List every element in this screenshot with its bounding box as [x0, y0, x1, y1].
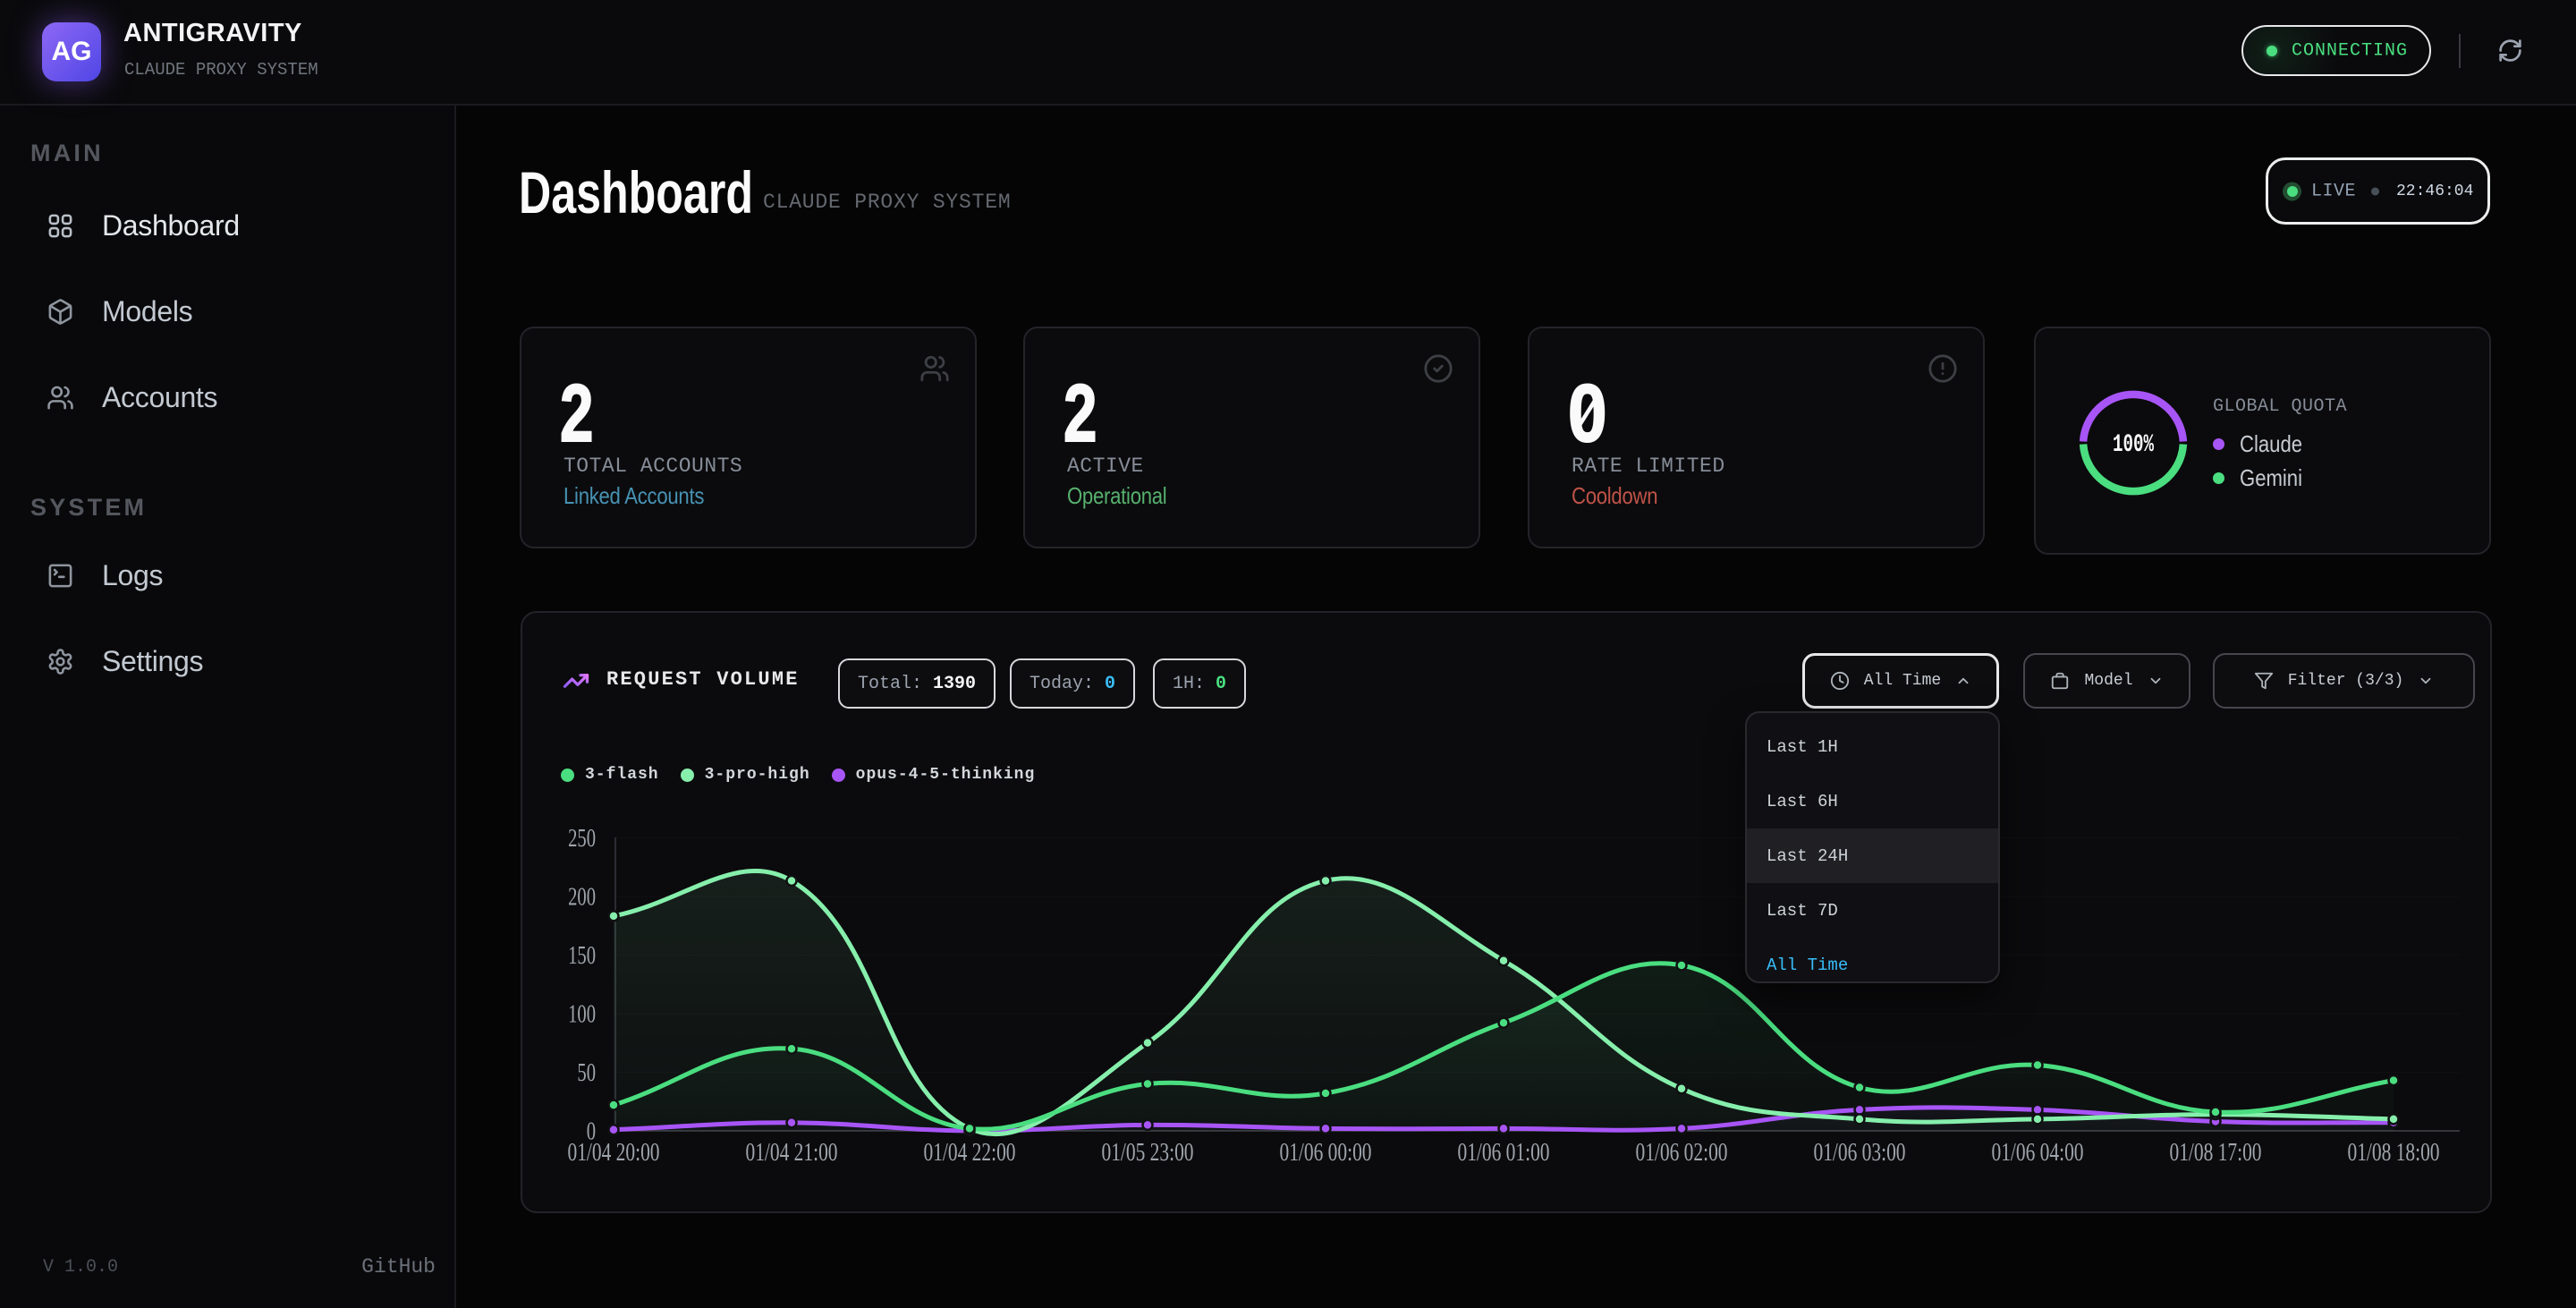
svg-text:01/06 01:00: 01/06 01:00: [1458, 1139, 1550, 1167]
svg-text:200: 200: [568, 884, 596, 912]
svg-text:01/06 02:00: 01/06 02:00: [1636, 1139, 1728, 1167]
svg-text:01/05 23:00: 01/05 23:00: [1102, 1139, 1194, 1167]
svg-text:01/08 17:00: 01/08 17:00: [2170, 1139, 2262, 1167]
svg-text:01/04 21:00: 01/04 21:00: [746, 1139, 838, 1167]
svg-text:01/08 18:00: 01/08 18:00: [2348, 1139, 2440, 1167]
svg-text:50: 50: [577, 1059, 596, 1087]
svg-text:250: 250: [568, 825, 596, 853]
svg-text:0: 0: [587, 1118, 596, 1146]
svg-text:01/04 20:00: 01/04 20:00: [568, 1139, 660, 1167]
svg-text:01/06 03:00: 01/06 03:00: [1814, 1139, 1906, 1167]
svg-text:100: 100: [568, 1001, 596, 1029]
svg-text:150: 150: [568, 942, 596, 970]
svg-text:01/06 04:00: 01/06 04:00: [1992, 1139, 2084, 1167]
svg-text:100%: 100%: [2113, 431, 2154, 459]
svg-text:01/06 00:00: 01/06 00:00: [1280, 1139, 1372, 1167]
svg-text:01/04 22:00: 01/04 22:00: [924, 1139, 1016, 1167]
